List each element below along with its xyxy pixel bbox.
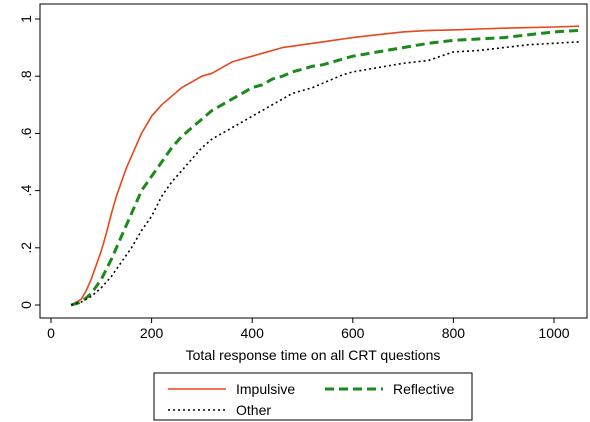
y-tick-label: 1 <box>18 15 34 23</box>
x-tick-label: 0 <box>47 325 55 341</box>
axis-ticks: 0 200 400 600 800 1000 0 .2 .4 .6 .8 1 <box>18 15 570 341</box>
x-tick-label: 800 <box>442 325 466 341</box>
legend-label-impulsive: Impulsive <box>236 381 295 397</box>
legend-box <box>153 372 473 421</box>
x-tick-label: 400 <box>241 325 265 341</box>
y-tick-label: .2 <box>18 242 34 254</box>
series-lines <box>70 25 580 307</box>
x-tick-label: 200 <box>140 325 164 341</box>
y-tick-label: .4 <box>18 185 34 197</box>
x-axis-label: Total response time on all CRT questions <box>186 347 441 363</box>
x-tick-label: 1000 <box>538 325 569 341</box>
x-tick-label: 600 <box>341 325 365 341</box>
series-line-reflective <box>70 28 580 307</box>
y-tick-label: .6 <box>18 127 34 139</box>
series-line-other <box>70 41 580 306</box>
y-tick-label: .8 <box>18 70 34 82</box>
legend-label-reflective: Reflective <box>393 381 455 397</box>
y-tick-label: 0 <box>18 301 34 309</box>
series-line-impulsive <box>70 25 580 306</box>
legend: Impulsive Reflective Other <box>168 381 455 418</box>
plot-frame <box>39 3 588 319</box>
legend-label-other: Other <box>236 402 271 418</box>
